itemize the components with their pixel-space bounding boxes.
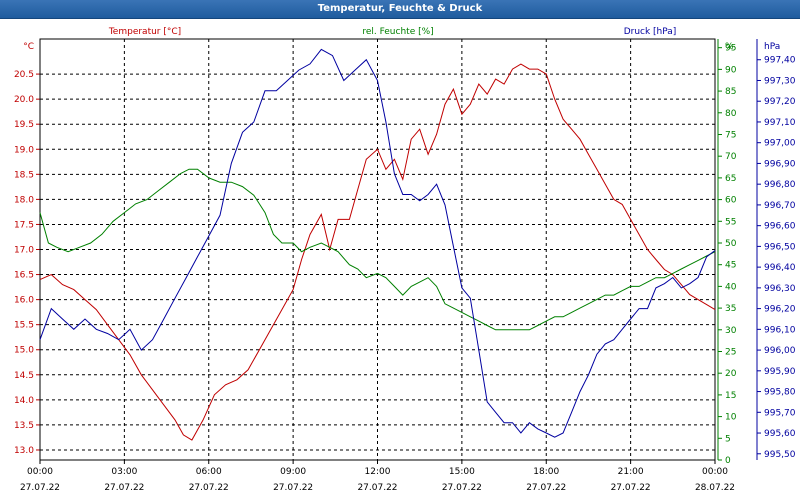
y-unit-humidity: % — [725, 42, 734, 52]
y-tick-label-pressure: 996,90 — [764, 159, 796, 169]
x-tick-label-date: 27.07.22 — [104, 483, 144, 493]
x-tick-label-time: 00:00 — [27, 467, 53, 477]
y-tick-label-humidity: 85 — [725, 87, 736, 97]
y-tick-label-pressure: 996,00 — [764, 346, 796, 356]
x-tick-label-time: 06:00 — [196, 467, 222, 477]
y-tick-label-humidity: 15 — [725, 391, 736, 401]
chart: 00:00 27.07.22 03:00 27.07.22 06:00 27.07.22 0… — [14, 27, 796, 493]
y-tick-label-humidity: 40 — [725, 282, 737, 292]
series-line-pressure — [39, 48, 716, 438]
y-tick-label-temperature: 20.0 — [14, 95, 34, 105]
axis-label-temperature: Temperatur [°C] — [108, 27, 181, 37]
y-tick-label-pressure: 997,10 — [764, 118, 796, 128]
y-tick-label-pressure: 996,50 — [764, 242, 796, 252]
x-tick-label-time: 12:00 — [365, 467, 391, 477]
y-tick-label-temperature: 13.0 — [14, 446, 34, 456]
y-tick-label-pressure: 995,70 — [764, 408, 796, 418]
series-line-humidity — [39, 168, 716, 331]
y-tick-label-temperature: 16.5 — [14, 271, 34, 281]
y-tick-label-humidity: 10 — [725, 413, 737, 423]
x-tick-label-date: 27.07.22 — [273, 483, 313, 493]
axis-label-humidity: rel. Feuchte [%] — [362, 27, 433, 37]
y-tick-label-pressure: 997,40 — [764, 56, 796, 66]
y-unit-temperature: °C — [23, 42, 34, 52]
y-tick-label-temperature: 19.5 — [14, 120, 34, 130]
y-tick-label-temperature: 13.5 — [14, 421, 34, 431]
window-title: Temperatur, Feuchte & Druck — [317, 3, 483, 14]
y-tick-label-pressure: 995,90 — [764, 367, 796, 377]
y-tick-label-humidity: 30 — [725, 326, 737, 336]
y-tick-label-humidity: 35 — [725, 304, 736, 314]
x-tick-label-date: 27.07.22 — [526, 483, 566, 493]
y-tick-label-humidity: 0 — [725, 456, 731, 466]
y-tick-label-temperature: 20.5 — [14, 70, 34, 80]
y-tick-label-pressure: 997,30 — [764, 76, 796, 86]
y-tick-label-pressure: 996,60 — [764, 222, 796, 232]
y-tick-label-humidity: 90 — [725, 65, 737, 75]
y-tick-label-pressure: 995,80 — [764, 388, 796, 398]
x-tick-label-date: 27.07.22 — [189, 483, 229, 493]
y-tick-label-humidity: 60 — [725, 196, 737, 206]
x-tick-label-time: 09:00 — [280, 467, 306, 477]
x-tick-label-date: 27.07.22 — [357, 483, 397, 493]
y-tick-label-humidity: 80 — [725, 109, 737, 119]
y-tick-label-pressure: 995,50 — [764, 450, 796, 460]
y-tick-label-pressure: 996,40 — [764, 263, 796, 273]
y-tick-label-pressure: 997,00 — [764, 139, 796, 149]
y-tick-label-pressure: 996,30 — [764, 284, 796, 294]
y-tick-label-pressure: 995,60 — [764, 429, 796, 439]
y-tick-label-humidity: 50 — [725, 239, 737, 249]
y-tick-label-humidity: 95 — [725, 44, 736, 54]
y-tick-label-pressure: 996,70 — [764, 201, 796, 211]
y-tick-label-humidity: 5 — [725, 434, 731, 444]
y-tick-label-temperature: 17.5 — [14, 220, 34, 230]
x-tick-label-date: 27.07.22 — [611, 483, 651, 493]
x-tick-label-date: 27.07.22 — [20, 483, 60, 493]
y-tick-label-temperature: 18.5 — [14, 170, 34, 180]
y-unit-pressure: hPa — [764, 42, 780, 52]
y-tick-label-humidity: 25 — [725, 347, 736, 357]
y-tick-label-temperature: 18.0 — [14, 195, 34, 205]
y-tick-label-temperature: 19.0 — [14, 145, 34, 155]
y-tick-label-temperature: 15.0 — [14, 346, 34, 356]
plot-frame — [39, 38, 716, 461]
series-line-temperature — [39, 63, 716, 441]
y-tick-label-temperature: 14.5 — [14, 371, 34, 381]
y-tick-label-humidity: 65 — [725, 174, 736, 184]
y-tick-label-pressure: 996,20 — [764, 305, 796, 315]
y-tick-label-humidity: 55 — [725, 217, 736, 227]
x-tick-label-date: 28.07.22 — [695, 483, 735, 493]
y-tick-label-pressure: 996,80 — [764, 180, 796, 190]
x-tick-label-date: 27.07.22 — [442, 483, 482, 493]
y-tick-label-humidity: 75 — [725, 130, 736, 140]
y-tick-label-temperature: 17.0 — [14, 246, 34, 256]
x-tick-label-time: 15:00 — [449, 467, 475, 477]
y-tick-label-pressure: 997,20 — [764, 97, 796, 107]
x-tick-label-time: 03:00 — [111, 467, 137, 477]
y-tick-label-temperature: 15.5 — [14, 321, 34, 331]
x-tick-label-time: 21:00 — [618, 467, 644, 477]
y-tick-label-temperature: 14.0 — [14, 396, 34, 406]
y-tick-label-humidity: 20 — [725, 369, 737, 379]
x-tick-label-time: 18:00 — [533, 467, 559, 477]
x-tick-label-time: 00:00 — [702, 467, 728, 477]
window-titlebar: Temperatur, Feuchte & Druck — [0, 0, 800, 19]
axis-label-pressure: Druck [hPa] — [624, 27, 677, 37]
y-tick-label-humidity: 70 — [725, 152, 737, 162]
y-tick-label-pressure: 996,10 — [764, 325, 796, 335]
y-tick-label-humidity: 45 — [725, 261, 736, 271]
y-tick-label-temperature: 16.0 — [14, 296, 34, 306]
